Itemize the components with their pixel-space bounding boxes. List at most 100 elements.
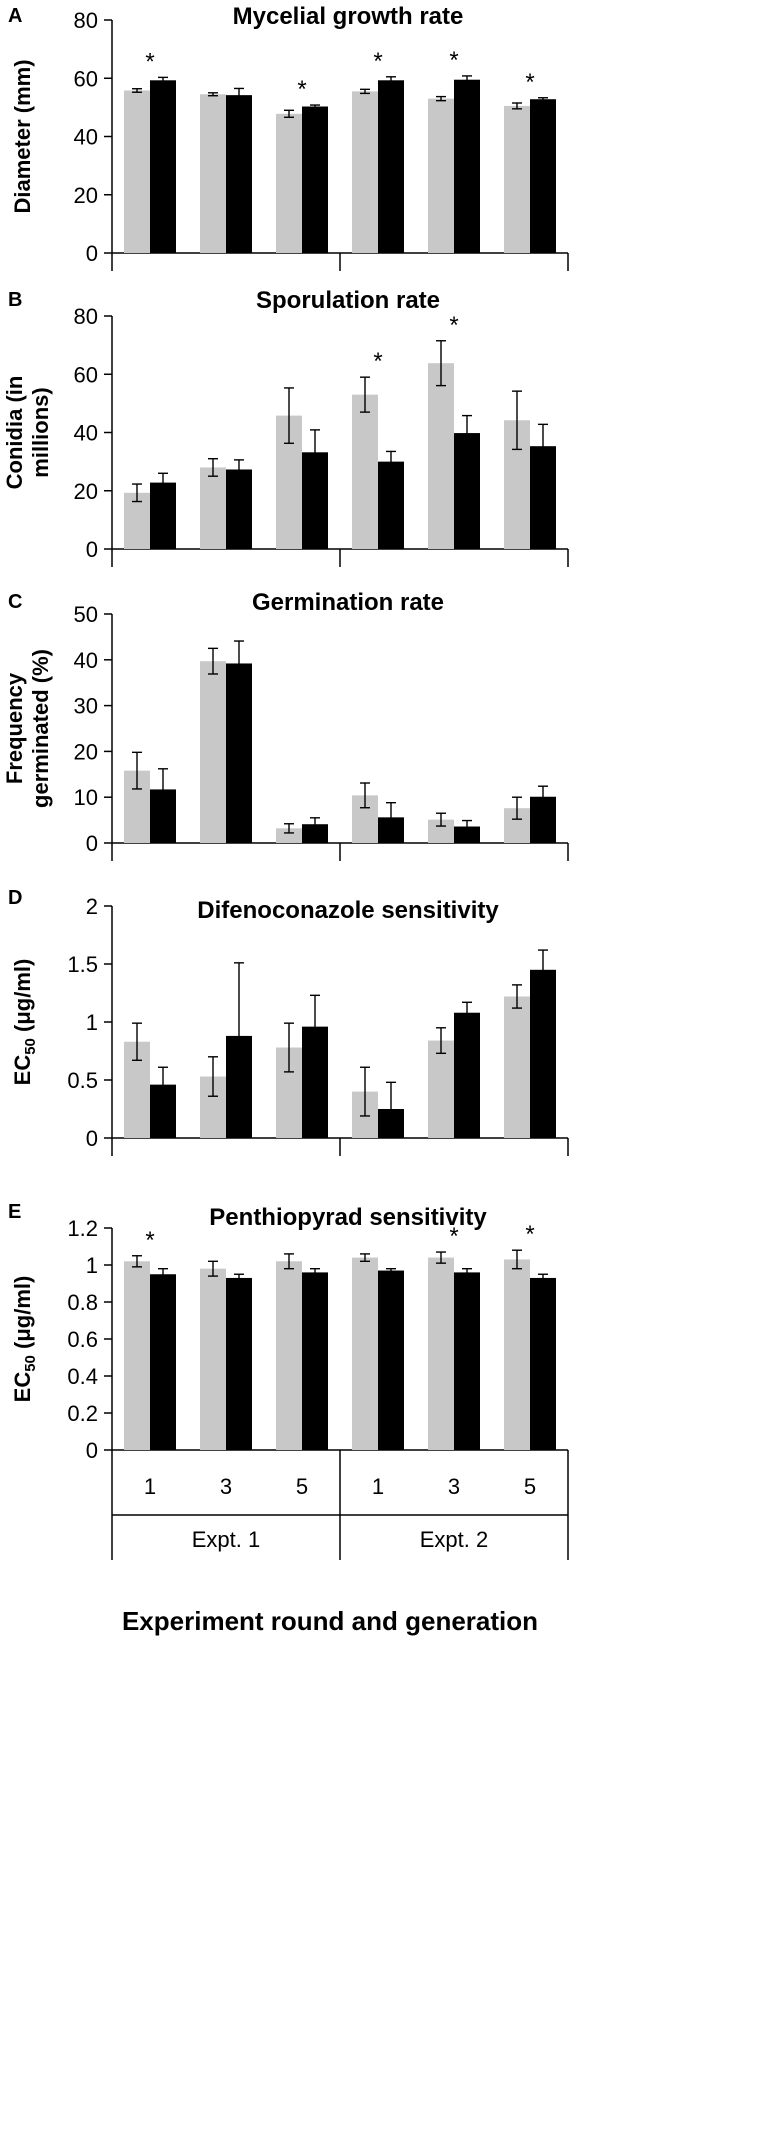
y-tick-label: 0 — [86, 537, 98, 562]
bar-grey — [428, 1257, 454, 1450]
y-axis-label: germinated (%) — [28, 649, 53, 808]
bar-grey — [504, 996, 530, 1138]
group-label: Expt. 1 — [192, 1527, 260, 1552]
bar-black — [226, 663, 252, 843]
group-label: Expt. 2 — [420, 1527, 488, 1552]
panel-title: Germination rate — [252, 589, 444, 616]
y-tick-label: 60 — [74, 362, 98, 387]
significance-star: * — [525, 69, 534, 96]
significance-star: * — [145, 48, 154, 75]
bar-grey — [352, 1257, 378, 1450]
bar-black — [454, 1012, 480, 1138]
bar-black — [150, 1274, 176, 1450]
bar-black — [454, 433, 480, 549]
y-tick-label: 0.5 — [67, 1068, 98, 1093]
y-tick-label: 40 — [74, 421, 98, 446]
significance-star: * — [449, 47, 458, 74]
y-tick-label: 10 — [74, 785, 98, 810]
significance-star: * — [373, 48, 382, 75]
bar-grey — [352, 91, 378, 253]
y-tick-label: 0 — [86, 831, 98, 856]
x-tick-label: 3 — [220, 1474, 232, 1499]
y-tick-label: 0 — [86, 1438, 98, 1463]
bar-black — [530, 1277, 556, 1450]
y-tick-label: 0.4 — [67, 1364, 98, 1389]
y-axis-label: millions) — [28, 387, 53, 477]
panel-title: Penthiopyrad sensitivity — [209, 1204, 487, 1231]
bar-grey — [200, 1268, 226, 1450]
y-tick-label: 0.8 — [67, 1290, 98, 1315]
bar-black — [302, 824, 328, 843]
bar-grey — [200, 467, 226, 549]
bar-black — [150, 482, 176, 549]
panel-letter: C — [8, 591, 22, 613]
y-tick-label: 20 — [74, 479, 98, 504]
bar-black — [226, 469, 252, 549]
bar-grey — [276, 1261, 302, 1450]
y-axis-label: Frequency — [2, 672, 27, 784]
bar-black — [454, 79, 480, 253]
bar-grey — [124, 1261, 150, 1450]
bar-black — [302, 1272, 328, 1450]
panel-E: E Penthiopyrad sensitivity EC50 (μg/ml) 0 0.… — [8, 1201, 568, 1463]
y-axis-label: EC50 (μg/ml) — [10, 1276, 39, 1403]
significance-star: * — [525, 1221, 534, 1248]
x-axis-title: Experiment round and generation — [122, 1606, 538, 1636]
significance-star: * — [373, 348, 382, 375]
x-tick-label: 3 — [448, 1474, 460, 1499]
significance-star: * — [449, 312, 458, 339]
y-tick-label: 40 — [74, 648, 98, 673]
bar-grey — [352, 394, 378, 549]
y-tick-label: 80 — [74, 304, 98, 329]
bar-grey — [200, 661, 226, 843]
bar-black — [150, 80, 176, 253]
y-tick-label: 1 — [86, 1010, 98, 1035]
x-tick-label: 1 — [144, 1474, 156, 1499]
y-axis-label: Conidia (in — [2, 376, 27, 490]
y-axis-label: Diameter (mm) — [10, 59, 35, 213]
y-tick-label: 50 — [74, 602, 98, 627]
y-tick-label: 0 — [86, 1126, 98, 1151]
bar-black — [530, 969, 556, 1138]
bar-black — [378, 80, 404, 253]
y-tick-label: 0 — [86, 241, 98, 266]
y-tick-label: 40 — [74, 125, 98, 150]
y-tick-label: 60 — [74, 66, 98, 91]
panel-C: C Germination rate Frequency germinated (%)… — [2, 589, 569, 861]
bar-grey — [428, 819, 454, 843]
bar-black — [226, 95, 252, 253]
bar-black — [378, 461, 404, 549]
x-tick-label: 1 — [372, 1474, 384, 1499]
x-tick-label: 5 — [524, 1474, 536, 1499]
y-tick-label: 30 — [74, 694, 98, 719]
bar-grey — [200, 94, 226, 253]
panel-letter: D — [8, 887, 22, 909]
panel-letter: A — [8, 5, 22, 27]
bar-grey — [428, 363, 454, 549]
bar-black — [378, 1270, 404, 1450]
significance-star: * — [297, 76, 306, 103]
x-axis-annotations: 1 3 5 1 3 5 Expt. 1 Expt. 2 Experiment round and… — [111, 1450, 569, 1636]
panel-title: Difenoconazole sensitivity — [197, 897, 499, 924]
y-tick-label: 20 — [74, 183, 98, 208]
panel-B: B Sporulation rate Conidia (in millions) 0 20… — [2, 287, 569, 567]
y-tick-label: 0.6 — [67, 1327, 98, 1352]
bar-grey — [504, 105, 530, 253]
panel-letter: B — [8, 289, 22, 311]
panel-title: Sporulation rate — [256, 287, 440, 314]
significance-star: * — [145, 1227, 154, 1254]
bar-grey — [276, 828, 302, 843]
bar-grey — [124, 90, 150, 253]
y-tick-label: 0.2 — [67, 1401, 98, 1426]
bar-black — [302, 106, 328, 253]
bar-black — [530, 99, 556, 253]
y-tick-label: 1 — [86, 1253, 98, 1278]
bar-black — [454, 826, 480, 843]
y-tick-label: 1.5 — [67, 952, 98, 977]
x-tick-label: 5 — [296, 1474, 308, 1499]
bar-grey — [276, 113, 302, 253]
y-tick-label: 1.2 — [67, 1216, 98, 1241]
bar-grey — [504, 1259, 530, 1450]
panel-letter: E — [8, 1201, 21, 1223]
